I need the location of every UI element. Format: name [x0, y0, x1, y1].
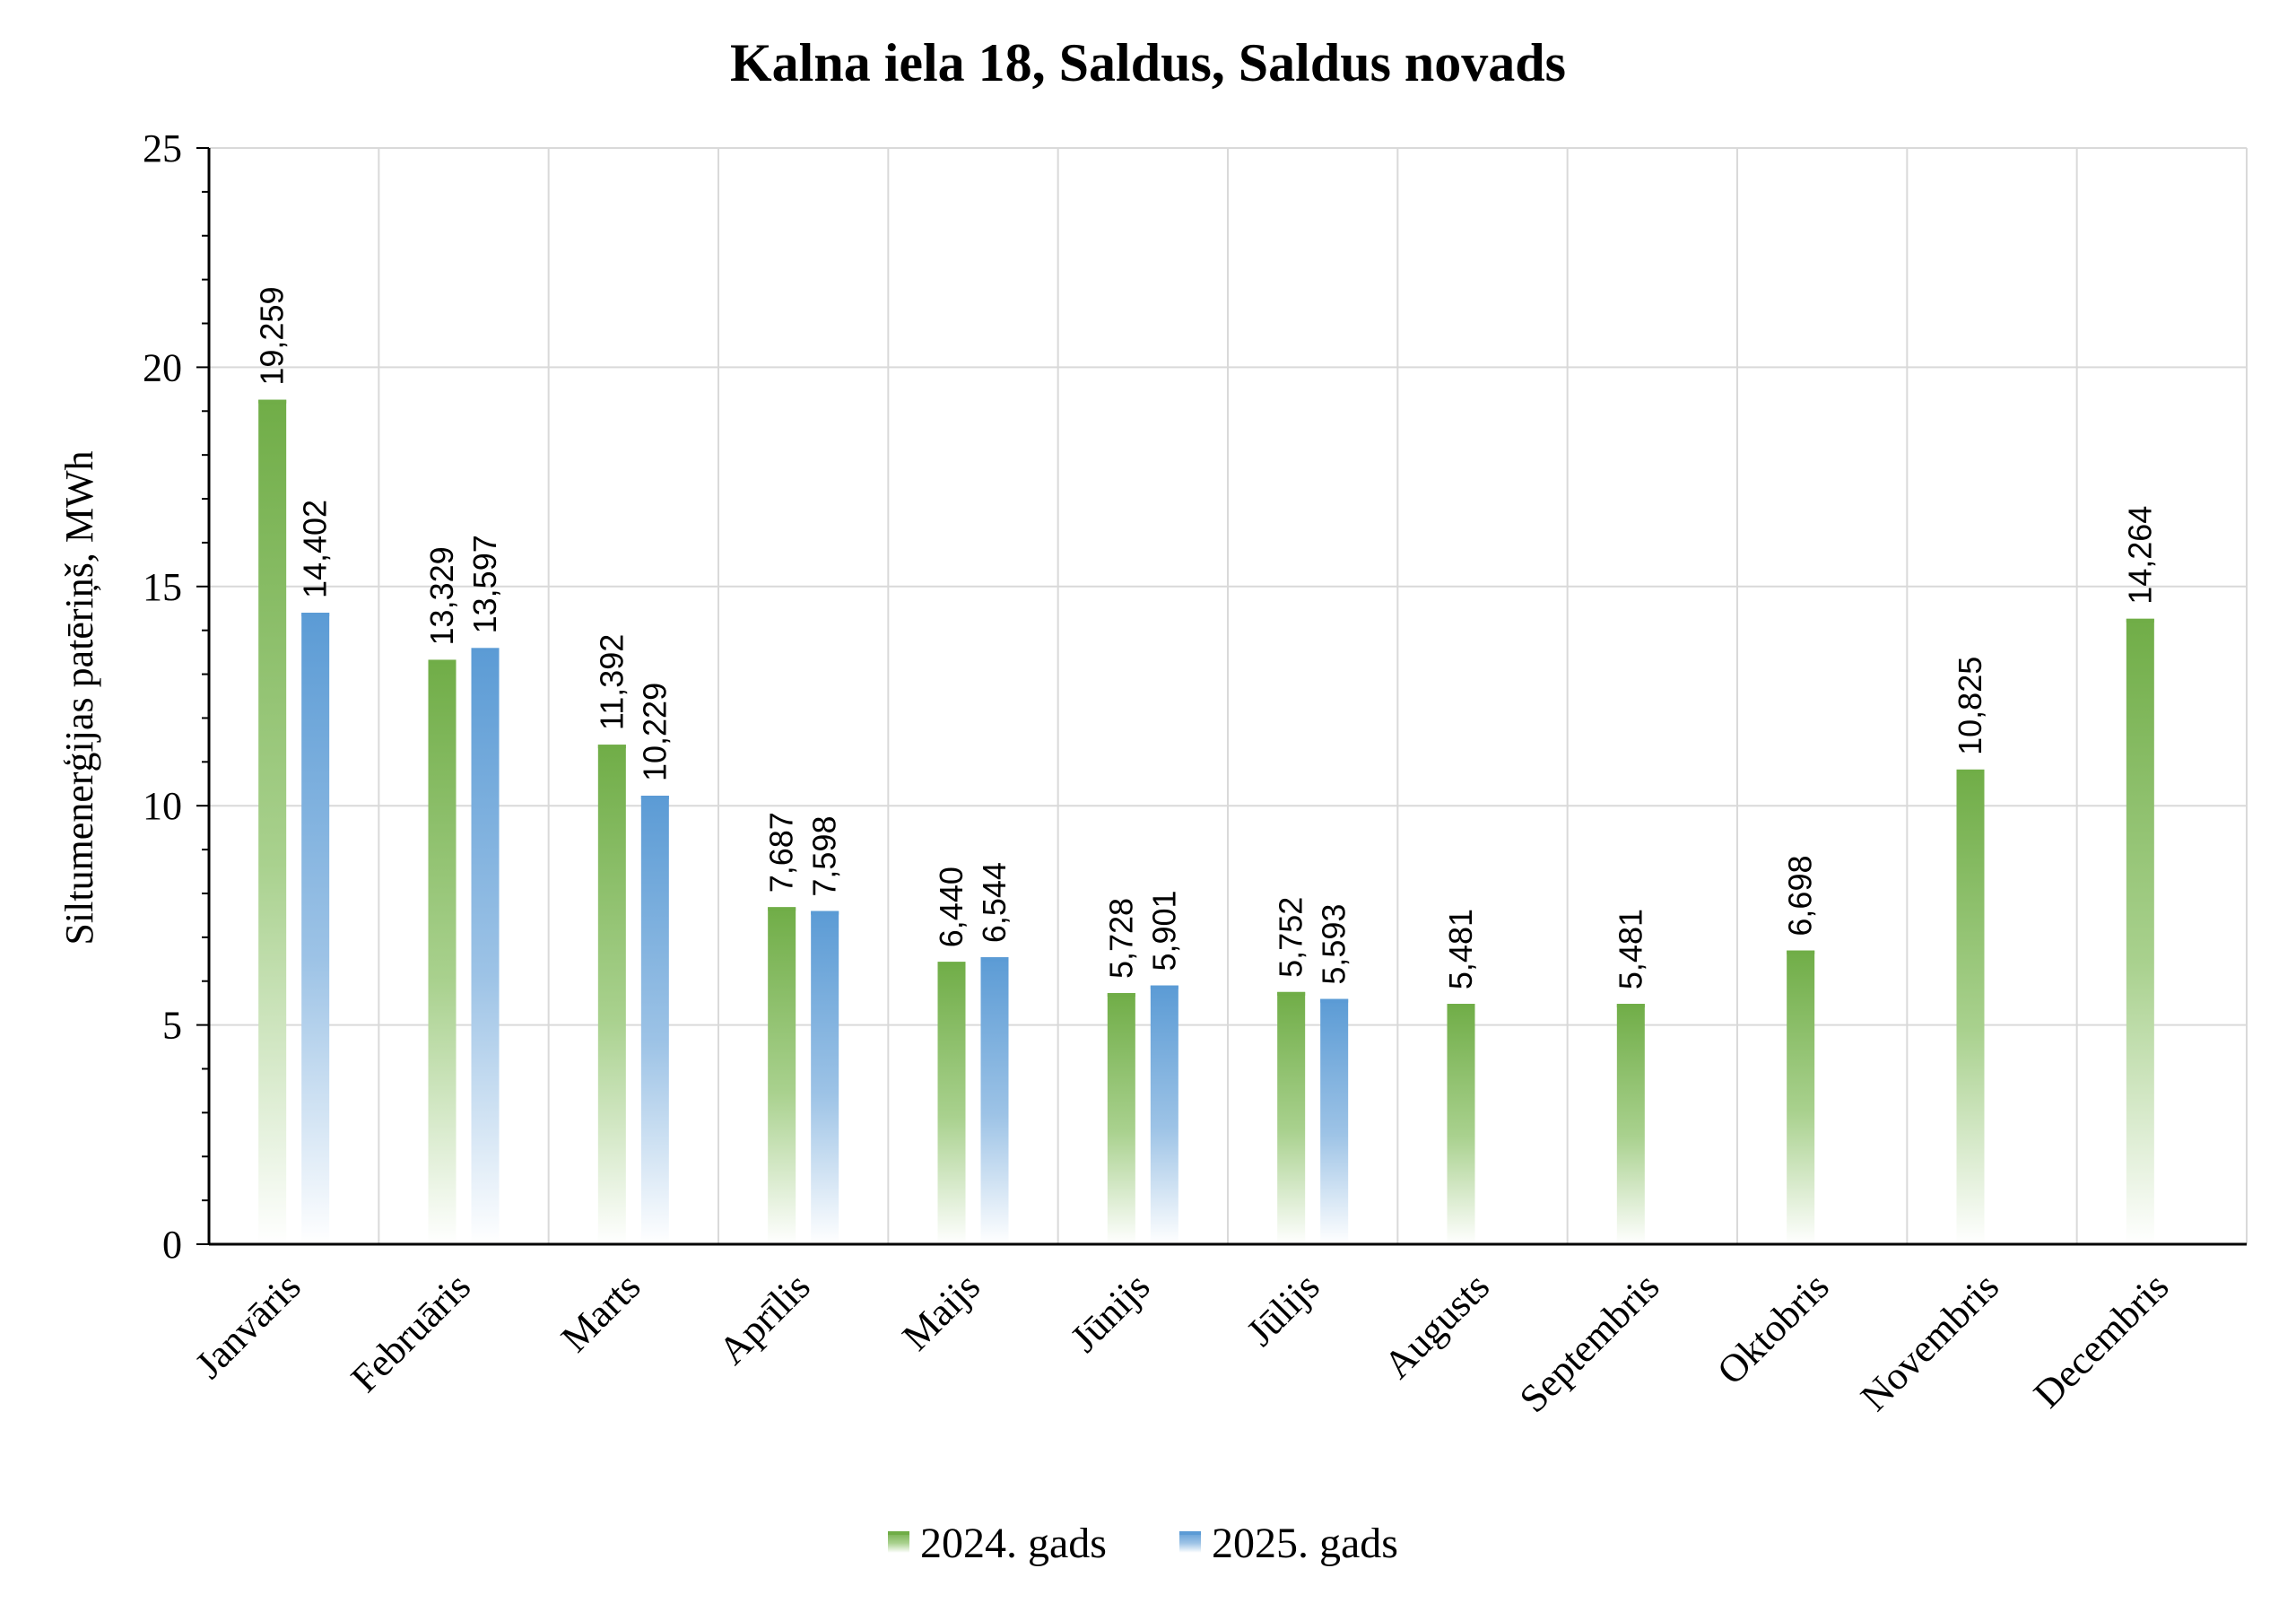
- bar-2025-3: [811, 911, 839, 1244]
- x-tick-label: Jūnijs: [1062, 1264, 1158, 1360]
- bar-2025-0: [301, 613, 330, 1244]
- y-tick-label: 5: [162, 1004, 182, 1048]
- legend-label-2025: 2025. gads: [1212, 1520, 1398, 1567]
- bar-cap: [980, 957, 1009, 962]
- data-label: 14,264: [2121, 506, 2158, 605]
- bar-2025-2: [640, 796, 669, 1244]
- bar-cap: [597, 745, 626, 749]
- bar-cap: [301, 613, 330, 617]
- data-label: 6,440: [933, 867, 970, 947]
- y-tick-label: 20: [143, 345, 182, 389]
- data-label: 10,825: [1952, 657, 1988, 755]
- bar-2024-3: [768, 907, 796, 1244]
- x-tick-label: Novembris: [1852, 1264, 2007, 1419]
- y-tick-label: 25: [143, 126, 182, 170]
- legend-swatch-cap: [888, 1531, 909, 1535]
- data-label: 10,229: [636, 683, 673, 781]
- bar-cap: [1320, 998, 1349, 1003]
- y-tick-labels: 0 5 10 15 20 25: [143, 126, 182, 1267]
- axes: [196, 147, 2247, 1246]
- bar-cap: [640, 796, 669, 800]
- bar-2024-8: [1616, 1004, 1645, 1244]
- data-label: 5,481: [1612, 909, 1648, 989]
- bar-2025-4: [980, 957, 1009, 1244]
- bar-cap: [1150, 985, 1178, 989]
- bar-2024-6: [1277, 991, 1306, 1244]
- bar-cap: [937, 962, 966, 966]
- bar-2025-6: [1320, 998, 1349, 1244]
- y-axis-label: Siltumenerģijas patēriņš, MWh: [57, 450, 101, 945]
- data-label: 11,392: [593, 634, 630, 730]
- bar-cap: [2126, 618, 2154, 623]
- bar-2024-1: [428, 659, 457, 1244]
- legend-swatch-cap: [1179, 1531, 1201, 1535]
- data-label: 6,698: [1782, 856, 1819, 937]
- bar-2024-7: [1447, 1004, 1475, 1244]
- data-label: 5,728: [1102, 898, 1139, 979]
- bar-cap: [471, 648, 500, 652]
- bar-2024-2: [597, 745, 626, 1244]
- bar-2025-5: [1150, 985, 1178, 1244]
- bar-2024-4: [937, 962, 966, 1244]
- x-tick-label: Aprīlis: [710, 1264, 819, 1372]
- data-label: 5,593: [1316, 904, 1352, 985]
- bar-cap: [1616, 1004, 1645, 1008]
- x-tick-label: Janvāris: [187, 1264, 309, 1387]
- x-tick-label: Oktobris: [1709, 1264, 1838, 1393]
- chart-title: Kalna iela 18, Saldus, Saldus novads: [730, 33, 1566, 92]
- data-label: 7,687: [763, 812, 800, 893]
- bar-cap: [258, 399, 287, 404]
- data-label: 5,901: [1145, 890, 1182, 971]
- data-label: 5,481: [1442, 909, 1479, 989]
- data-label: 14,402: [297, 500, 334, 598]
- bar-2025-1: [471, 648, 500, 1244]
- bar-cap: [811, 911, 839, 915]
- data-label: 13,329: [423, 546, 460, 645]
- bar-cap: [1787, 950, 1815, 954]
- x-tick-label: Decembris: [2025, 1264, 2177, 1416]
- legend: 2024. gads 2025. gads: [888, 1520, 1398, 1567]
- x-tick-label: Februāris: [343, 1264, 479, 1400]
- bar-cap: [768, 907, 796, 911]
- bar-cap: [1956, 769, 1985, 773]
- bar-2024-5: [1107, 993, 1135, 1244]
- bar-cap: [1107, 993, 1135, 998]
- bar-cap: [428, 659, 457, 664]
- x-tick-label: Septembris: [1511, 1264, 1668, 1421]
- bar-2024-9: [1787, 950, 1815, 1244]
- x-tick-label: Maijs: [894, 1264, 989, 1359]
- x-tick-label: Marts: [552, 1264, 648, 1360]
- y-tick-label: 10: [143, 784, 182, 828]
- bar-2024-10: [1956, 769, 1985, 1244]
- bar-2024-11: [2126, 618, 2154, 1244]
- bar-2024-0: [258, 399, 287, 1244]
- gridlines: [209, 147, 2248, 1244]
- bar-cap: [1447, 1004, 1475, 1008]
- x-tick-label: Jūlijs: [1238, 1264, 1327, 1354]
- data-label: 13,597: [466, 535, 503, 633]
- data-label: 6,544: [976, 862, 1013, 943]
- legend-label-2024: 2024. gads: [920, 1520, 1107, 1567]
- y-tick-label: 0: [162, 1223, 182, 1267]
- bar-cap: [1277, 991, 1306, 996]
- data-label: 5,752: [1273, 897, 1309, 978]
- data-label: 19,259: [254, 287, 291, 386]
- bars: [258, 399, 2154, 1244]
- x-tick-label: Augusts: [1375, 1264, 1498, 1387]
- y-tick-label: 15: [143, 565, 182, 609]
- x-tick-labels: Janvāris Februāris Marts Aprīlis Maijs Jūnijs…: [187, 1264, 2177, 1421]
- data-label: 7,598: [806, 816, 843, 897]
